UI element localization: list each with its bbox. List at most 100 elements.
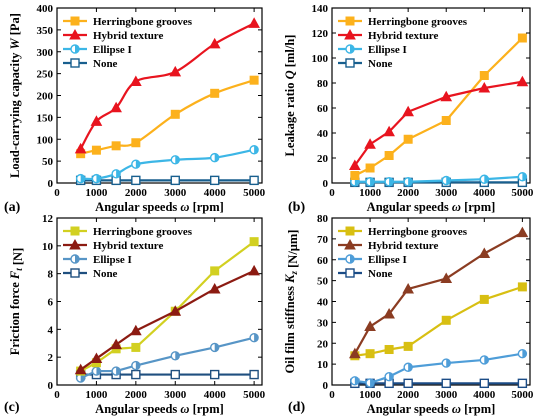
y-tick-label: 60: [317, 103, 329, 115]
y-tick-label: 0: [323, 178, 329, 190]
y-tick-label: 140: [312, 3, 329, 15]
legend-marker: [70, 268, 80, 278]
y-tick-label: 8: [48, 269, 54, 281]
data-point: [131, 175, 141, 186]
x-tick-label: 5000: [511, 389, 534, 401]
legend-marker: [70, 44, 80, 54]
data-point: [249, 369, 259, 380]
data-point: [90, 115, 103, 126]
x-tick-label: 1000: [85, 187, 108, 199]
data-point: [210, 266, 220, 276]
chart-panel-3: 0 1000 2000 3000 4000 5000 0 2 4 6 8 10 12 Angular sp…: [4, 213, 266, 416]
data-point: [384, 151, 394, 160]
y-tick-label: 350: [37, 25, 54, 37]
data-point: [111, 366, 121, 376]
data-point: [517, 33, 527, 43]
series-ellipse-i: [350, 348, 528, 388]
data-point: [365, 163, 375, 173]
legend-marker: [70, 16, 80, 26]
legend-marker: [70, 58, 80, 68]
x-tick-label: 5000: [243, 187, 266, 199]
data-point: [440, 90, 453, 102]
data-point: [209, 342, 220, 353]
x-tick-label: 1000: [359, 187, 382, 199]
data-point: [91, 173, 102, 184]
series-hybrid-texture: [348, 75, 529, 170]
data-point: [383, 307, 395, 319]
data-point: [517, 172, 528, 182]
legend-marker: [345, 254, 355, 264]
data-point: [131, 342, 141, 352]
y-axis-label: Load-carrying capacity W [Pa]: [8, 13, 22, 178]
x-tick-label: 1000: [85, 389, 108, 401]
series-hybrid-texture: [74, 17, 260, 154]
data-point: [364, 138, 376, 149]
data-point: [110, 338, 122, 350]
y-tick-label: 6: [48, 297, 54, 309]
y-axis-label: Leakage ratio Q [ml/h]: [283, 35, 297, 157]
data-point: [402, 282, 415, 294]
y-tick-label: 20: [317, 153, 329, 165]
data-point: [91, 366, 102, 376]
y-tick-label: 60: [317, 255, 329, 267]
series-ellipse-i: [350, 172, 528, 187]
y-tick-label: 12: [42, 213, 54, 225]
data-point: [129, 75, 142, 86]
legend-marker: [345, 58, 355, 68]
data-point: [384, 345, 394, 355]
y-tick-label: 80: [317, 213, 329, 225]
x-axis-label: Angular speeds ω [rpm]: [367, 200, 496, 214]
legend-label: Ellipse I: [368, 254, 407, 266]
legend-marker: [69, 28, 81, 40]
data-point: [479, 174, 490, 184]
panel-label: (b): [288, 200, 305, 215]
series-ellipse-i: [75, 332, 259, 383]
legend-marker: [69, 238, 81, 250]
data-point: [249, 332, 259, 343]
data-point: [129, 324, 142, 336]
legend-marker: [345, 268, 355, 278]
y-tick-label: 300: [37, 47, 54, 59]
x-tick-label: 0: [329, 187, 335, 199]
data-point: [403, 362, 413, 372]
legend: Herringbone grooves Hybrid texture Ellipse…: [63, 226, 193, 280]
chart-panel-4: 0 1000 2000 3000 4000 5000 0 10 20 30 40 50 60 70 80 An…: [283, 213, 534, 416]
x-tick-label: 4000: [473, 389, 496, 401]
legend-label: None: [368, 58, 393, 70]
data-point: [441, 378, 451, 389]
data-point: [170, 351, 180, 361]
data-point: [210, 88, 220, 98]
y-tick-label: 400: [37, 3, 54, 15]
data-point: [403, 341, 413, 351]
data-point: [74, 142, 87, 154]
legend-label: None: [93, 268, 118, 280]
y-tick-label: 30: [317, 317, 329, 329]
y-tick-label: 10: [317, 359, 329, 371]
data-point: [350, 376, 360, 386]
legend-marker: [70, 226, 80, 236]
legend-label: Herringbone grooves: [93, 226, 193, 238]
legend-marker: [344, 28, 356, 40]
data-point: [249, 145, 259, 155]
data-point: [365, 349, 375, 359]
data-point: [170, 369, 180, 380]
y-tick-label: 150: [37, 112, 54, 124]
x-tick-label: 3000: [164, 187, 187, 199]
data-point: [441, 175, 451, 186]
y-tick-label: 0: [323, 380, 329, 392]
data-point: [402, 105, 415, 117]
y-tick-label: 100: [312, 53, 329, 65]
x-axis-label: Angular speeds ω [rpm]: [367, 402, 496, 416]
data-point: [90, 352, 103, 364]
y-tick-label: 40: [317, 297, 329, 309]
data-point: [91, 145, 101, 155]
data-point: [479, 378, 490, 389]
x-tick-label: 0: [54, 389, 60, 401]
legend-label: Herringbone grooves: [93, 16, 193, 28]
chart-panel-2: 0 1000 2000 3000 4000 5000 0 20 40 60 80 100 120 140 A…: [283, 3, 534, 215]
data-point: [209, 369, 220, 380]
x-tick-label: 2000: [397, 187, 420, 199]
series-hybrid-texture: [74, 264, 260, 375]
y-tick-label: 40: [317, 128, 329, 140]
